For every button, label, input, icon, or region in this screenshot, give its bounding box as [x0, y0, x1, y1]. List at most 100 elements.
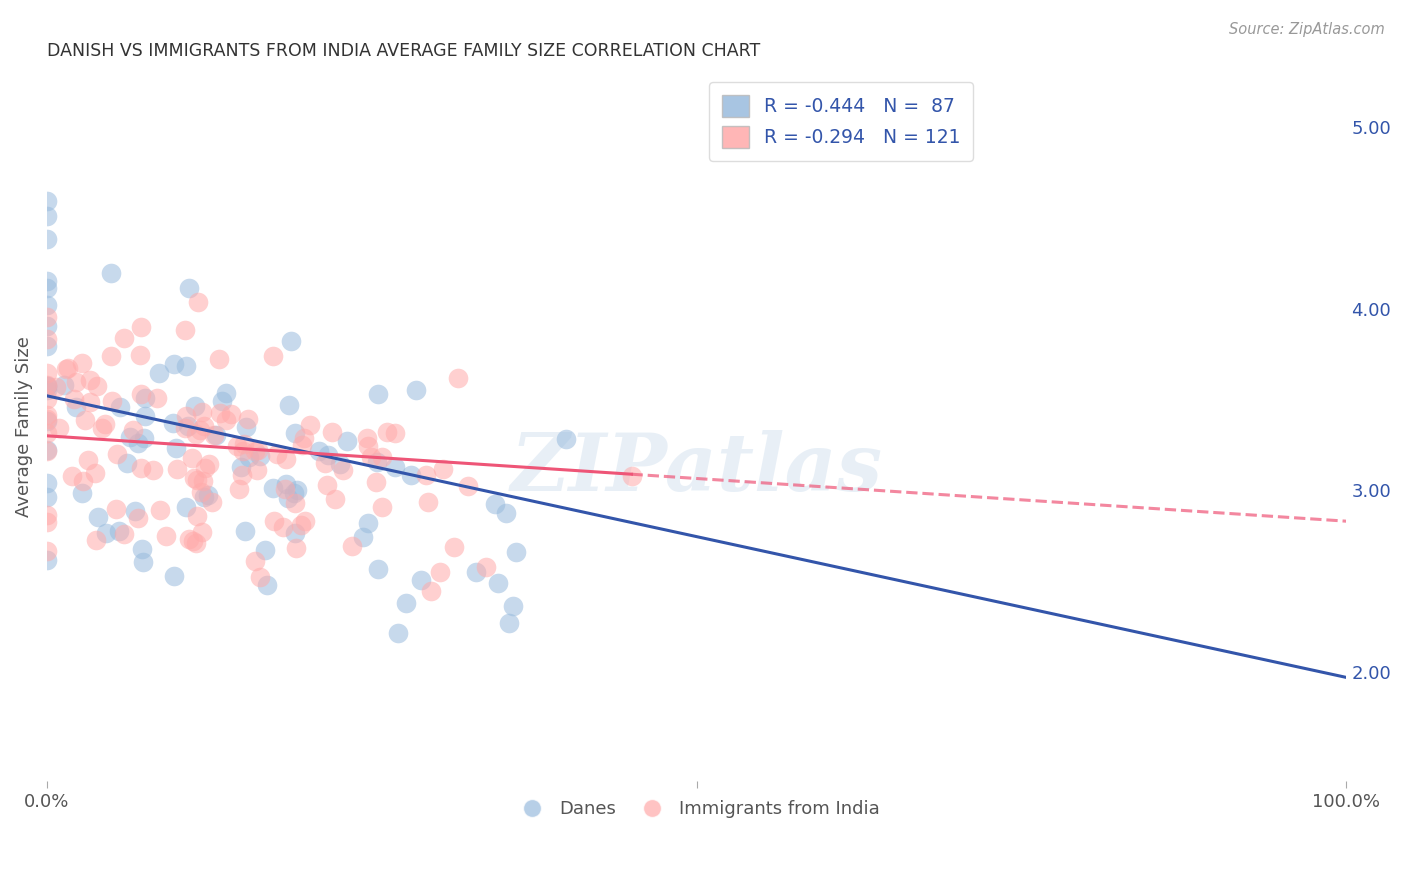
Point	[284, 425, 307, 440]
Point	[118, 430, 141, 444]
Point	[55, 362, 77, 376]
Point	[243, 444, 266, 458]
Point	[35, 442, 58, 457]
Point	[190, 485, 212, 500]
Point	[165, 442, 187, 456]
Point	[35, 490, 58, 504]
Point	[226, 439, 249, 453]
Point	[174, 409, 197, 424]
Point	[65, 375, 87, 389]
Point	[35, 232, 58, 246]
Point	[429, 565, 451, 579]
Point	[246, 463, 269, 477]
Point	[35, 476, 58, 491]
Point	[35, 274, 58, 288]
Point	[486, 576, 509, 591]
Point	[415, 468, 437, 483]
Point	[79, 395, 101, 409]
Point	[457, 479, 479, 493]
Point	[238, 450, 260, 465]
Point	[35, 544, 58, 558]
Point	[278, 398, 301, 412]
Point	[45, 380, 67, 394]
Point	[197, 488, 219, 502]
Point	[134, 391, 156, 405]
Point	[364, 475, 387, 489]
Point	[262, 481, 284, 495]
Point	[274, 482, 297, 496]
Point	[384, 460, 406, 475]
Point	[294, 514, 316, 528]
Point	[35, 553, 58, 567]
Point	[191, 525, 214, 540]
Point	[395, 596, 418, 610]
Point	[131, 542, 153, 557]
Point	[193, 419, 215, 434]
Point	[290, 517, 312, 532]
Point	[35, 409, 58, 423]
Point	[35, 339, 58, 353]
Point	[35, 379, 58, 393]
Point	[58, 361, 80, 376]
Point	[308, 443, 330, 458]
Point	[145, 391, 167, 405]
Point	[127, 511, 149, 525]
Point	[86, 533, 108, 547]
Point	[498, 615, 520, 630]
Point	[149, 503, 172, 517]
Point	[316, 448, 339, 462]
Point	[112, 527, 135, 541]
Point	[187, 294, 209, 309]
Legend: Danes, Immigrants from India: Danes, Immigrants from India	[506, 793, 887, 825]
Point	[209, 406, 232, 420]
Point	[285, 483, 308, 497]
Point	[357, 516, 380, 530]
Point	[284, 526, 307, 541]
Point	[35, 332, 58, 346]
Text: ZIPatlas: ZIPatlas	[510, 431, 883, 508]
Point	[371, 450, 394, 464]
Point	[233, 437, 256, 451]
Point	[271, 520, 294, 534]
Point	[360, 450, 382, 464]
Point	[375, 425, 398, 440]
Point	[191, 405, 214, 419]
Point	[177, 419, 200, 434]
Point	[114, 331, 136, 345]
Point	[280, 334, 302, 348]
Point	[101, 393, 124, 408]
Point	[132, 555, 155, 569]
Point	[65, 400, 87, 414]
Y-axis label: Average Family Size: Average Family Size	[15, 336, 32, 517]
Point	[263, 514, 285, 528]
Point	[208, 352, 231, 367]
Text: DANISH VS IMMIGRANTS FROM INDIA AVERAGE FAMILY SIZE CORRELATION CHART: DANISH VS IMMIGRANTS FROM INDIA AVERAGE …	[46, 42, 761, 60]
Point	[129, 319, 152, 334]
Point	[336, 434, 359, 449]
Point	[108, 400, 131, 414]
Point	[245, 554, 267, 568]
Point	[35, 508, 58, 522]
Point	[174, 500, 197, 515]
Point	[35, 379, 58, 393]
Point	[405, 383, 427, 397]
Point	[35, 318, 58, 333]
Point	[180, 450, 202, 465]
Point	[184, 399, 207, 413]
Point	[48, 421, 70, 435]
Point	[342, 539, 364, 553]
Point	[447, 371, 470, 385]
Point	[173, 420, 195, 434]
Point	[129, 349, 152, 363]
Point	[76, 452, 98, 467]
Point	[35, 426, 58, 441]
Text: Source: ZipAtlas.com: Source: ZipAtlas.com	[1229, 22, 1385, 37]
Point	[122, 423, 145, 437]
Point	[166, 462, 188, 476]
Point	[35, 383, 58, 397]
Point	[329, 457, 352, 471]
Point	[35, 194, 58, 208]
Point	[620, 469, 643, 483]
Point	[105, 502, 128, 516]
Point	[211, 393, 233, 408]
